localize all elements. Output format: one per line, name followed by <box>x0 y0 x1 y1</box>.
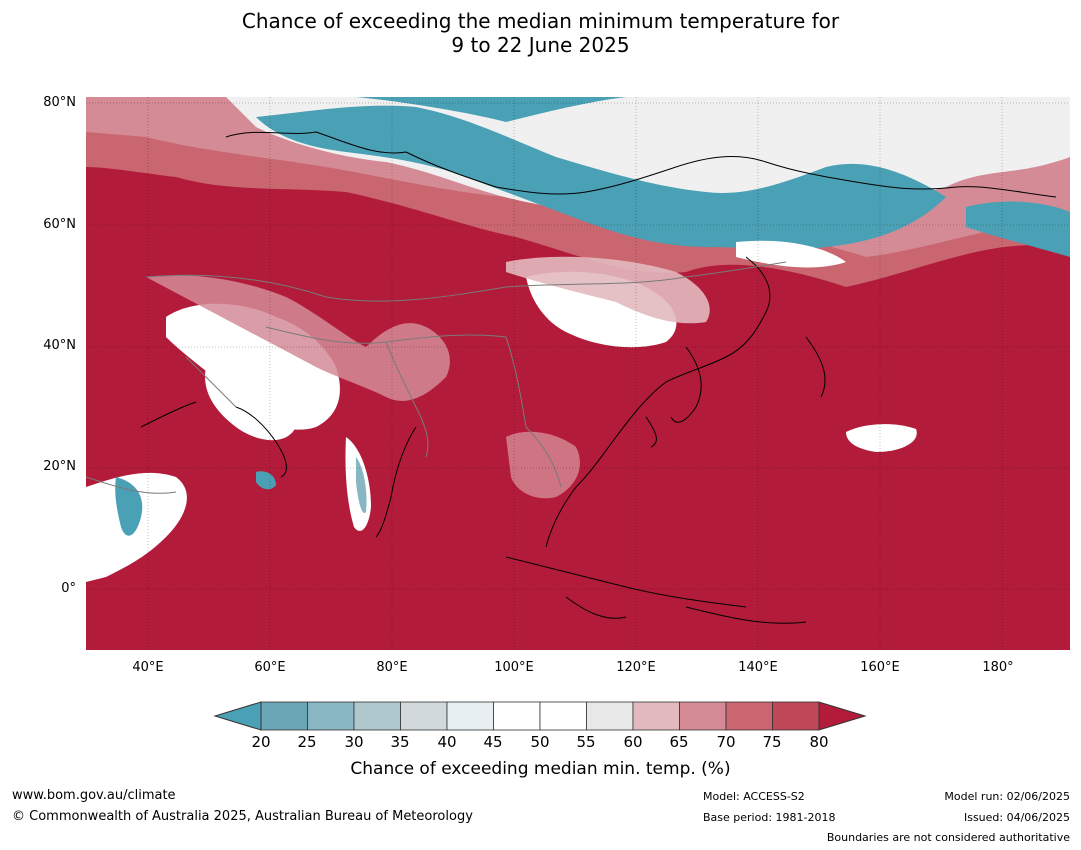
mongolia-pink <box>506 256 710 324</box>
colorbar-segment <box>586 701 634 731</box>
east-siberia-white <box>736 240 846 268</box>
map-canvas <box>86 97 1070 650</box>
colorbar-segment <box>632 701 680 731</box>
lat-label-20n: 20°N <box>43 459 76 474</box>
colorbar-tick: 20 <box>251 733 271 751</box>
siberia-blue-region <box>256 105 946 250</box>
base-period-text: Base period: 1981-2018 <box>703 811 836 824</box>
colorbar-tick: 40 <box>437 733 457 751</box>
bom-url: www.bom.gov.au/climate <box>12 788 176 803</box>
colorbar-segment <box>679 701 727 731</box>
map-title: Chance of exceeding the median minimum t… <box>0 9 1081 57</box>
iran-white <box>205 367 296 441</box>
colorbar-high-extension <box>818 701 867 731</box>
colorbar-segment <box>539 701 587 731</box>
disclaimer-text: Boundaries are not considered authoritat… <box>826 831 1070 844</box>
forecast-map <box>86 97 1070 650</box>
colorbar-tick: 55 <box>576 733 596 751</box>
lat-label-40n: 40°N <box>43 338 76 353</box>
title-line-2: 9 to 22 June 2025 <box>451 33 630 57</box>
colorbar-low-extension <box>213 701 262 731</box>
lat-label-80n: 80°N <box>43 95 76 110</box>
country-boundaries <box>86 261 787 494</box>
colorbar <box>213 701 867 731</box>
colorbar-tick: 35 <box>390 733 410 751</box>
colorbar-tick: 50 <box>530 733 550 751</box>
lon-label-80e: 80°E <box>376 660 408 675</box>
colorbar-segment <box>725 701 773 731</box>
colorbar-tick: 30 <box>344 733 364 751</box>
copyright-text: © Commonwealth of Australia 2025, Austra… <box>12 809 473 824</box>
title-line-1: Chance of exceeding the median minimum t… <box>241 9 840 33</box>
kamchatka-blue <box>966 201 1070 257</box>
lon-label-120e: 120°E <box>616 660 656 675</box>
colorbar-segment <box>493 701 541 731</box>
red-sea-blue <box>115 477 143 536</box>
colorbar-tick: 70 <box>716 733 736 751</box>
colorbar-tick: 75 <box>762 733 782 751</box>
colorbar-label: Chance of exceeding median min. temp. (%… <box>350 759 731 779</box>
lon-label-140e: 140°E <box>738 660 778 675</box>
arabian-sea-blue <box>256 471 276 490</box>
colorbar-segment <box>307 701 355 731</box>
se-asia-pink <box>506 431 580 499</box>
issued-text: Issued: 04/06/2025 <box>963 811 1070 824</box>
lon-label-180: 180° <box>982 660 1014 675</box>
lon-label-160e: 160°E <box>860 660 900 675</box>
lat-label-60n: 60°N <box>43 217 76 232</box>
colorbar-tick: 60 <box>623 733 643 751</box>
colorbar-tick: 80 <box>809 733 829 751</box>
arctic-blue-region <box>356 97 626 122</box>
pacific-white-patch <box>846 424 917 452</box>
central-asia-pink <box>146 275 450 401</box>
colorbar-tick: 45 <box>483 733 503 751</box>
model-text: Model: ACCESS-S2 <box>703 790 805 803</box>
lon-label-100e: 100°E <box>494 660 534 675</box>
lon-label-60e: 60°E <box>254 660 286 675</box>
colorbar-segment <box>400 701 448 731</box>
colorbar-segment <box>446 701 494 731</box>
coastlines <box>140 131 1057 624</box>
colorbar-tick: 65 <box>669 733 689 751</box>
lat-label-0: 0° <box>61 581 76 596</box>
graticule <box>86 97 1070 650</box>
model-run-text: Model run: 02/06/2025 <box>944 790 1070 803</box>
colorbar-segment <box>353 701 401 731</box>
lon-label-40e: 40°E <box>132 660 164 675</box>
india-blue <box>356 457 367 513</box>
colorbar-segment <box>772 701 820 731</box>
colorbar-segment <box>260 701 308 731</box>
colorbar-tick: 25 <box>297 733 317 751</box>
